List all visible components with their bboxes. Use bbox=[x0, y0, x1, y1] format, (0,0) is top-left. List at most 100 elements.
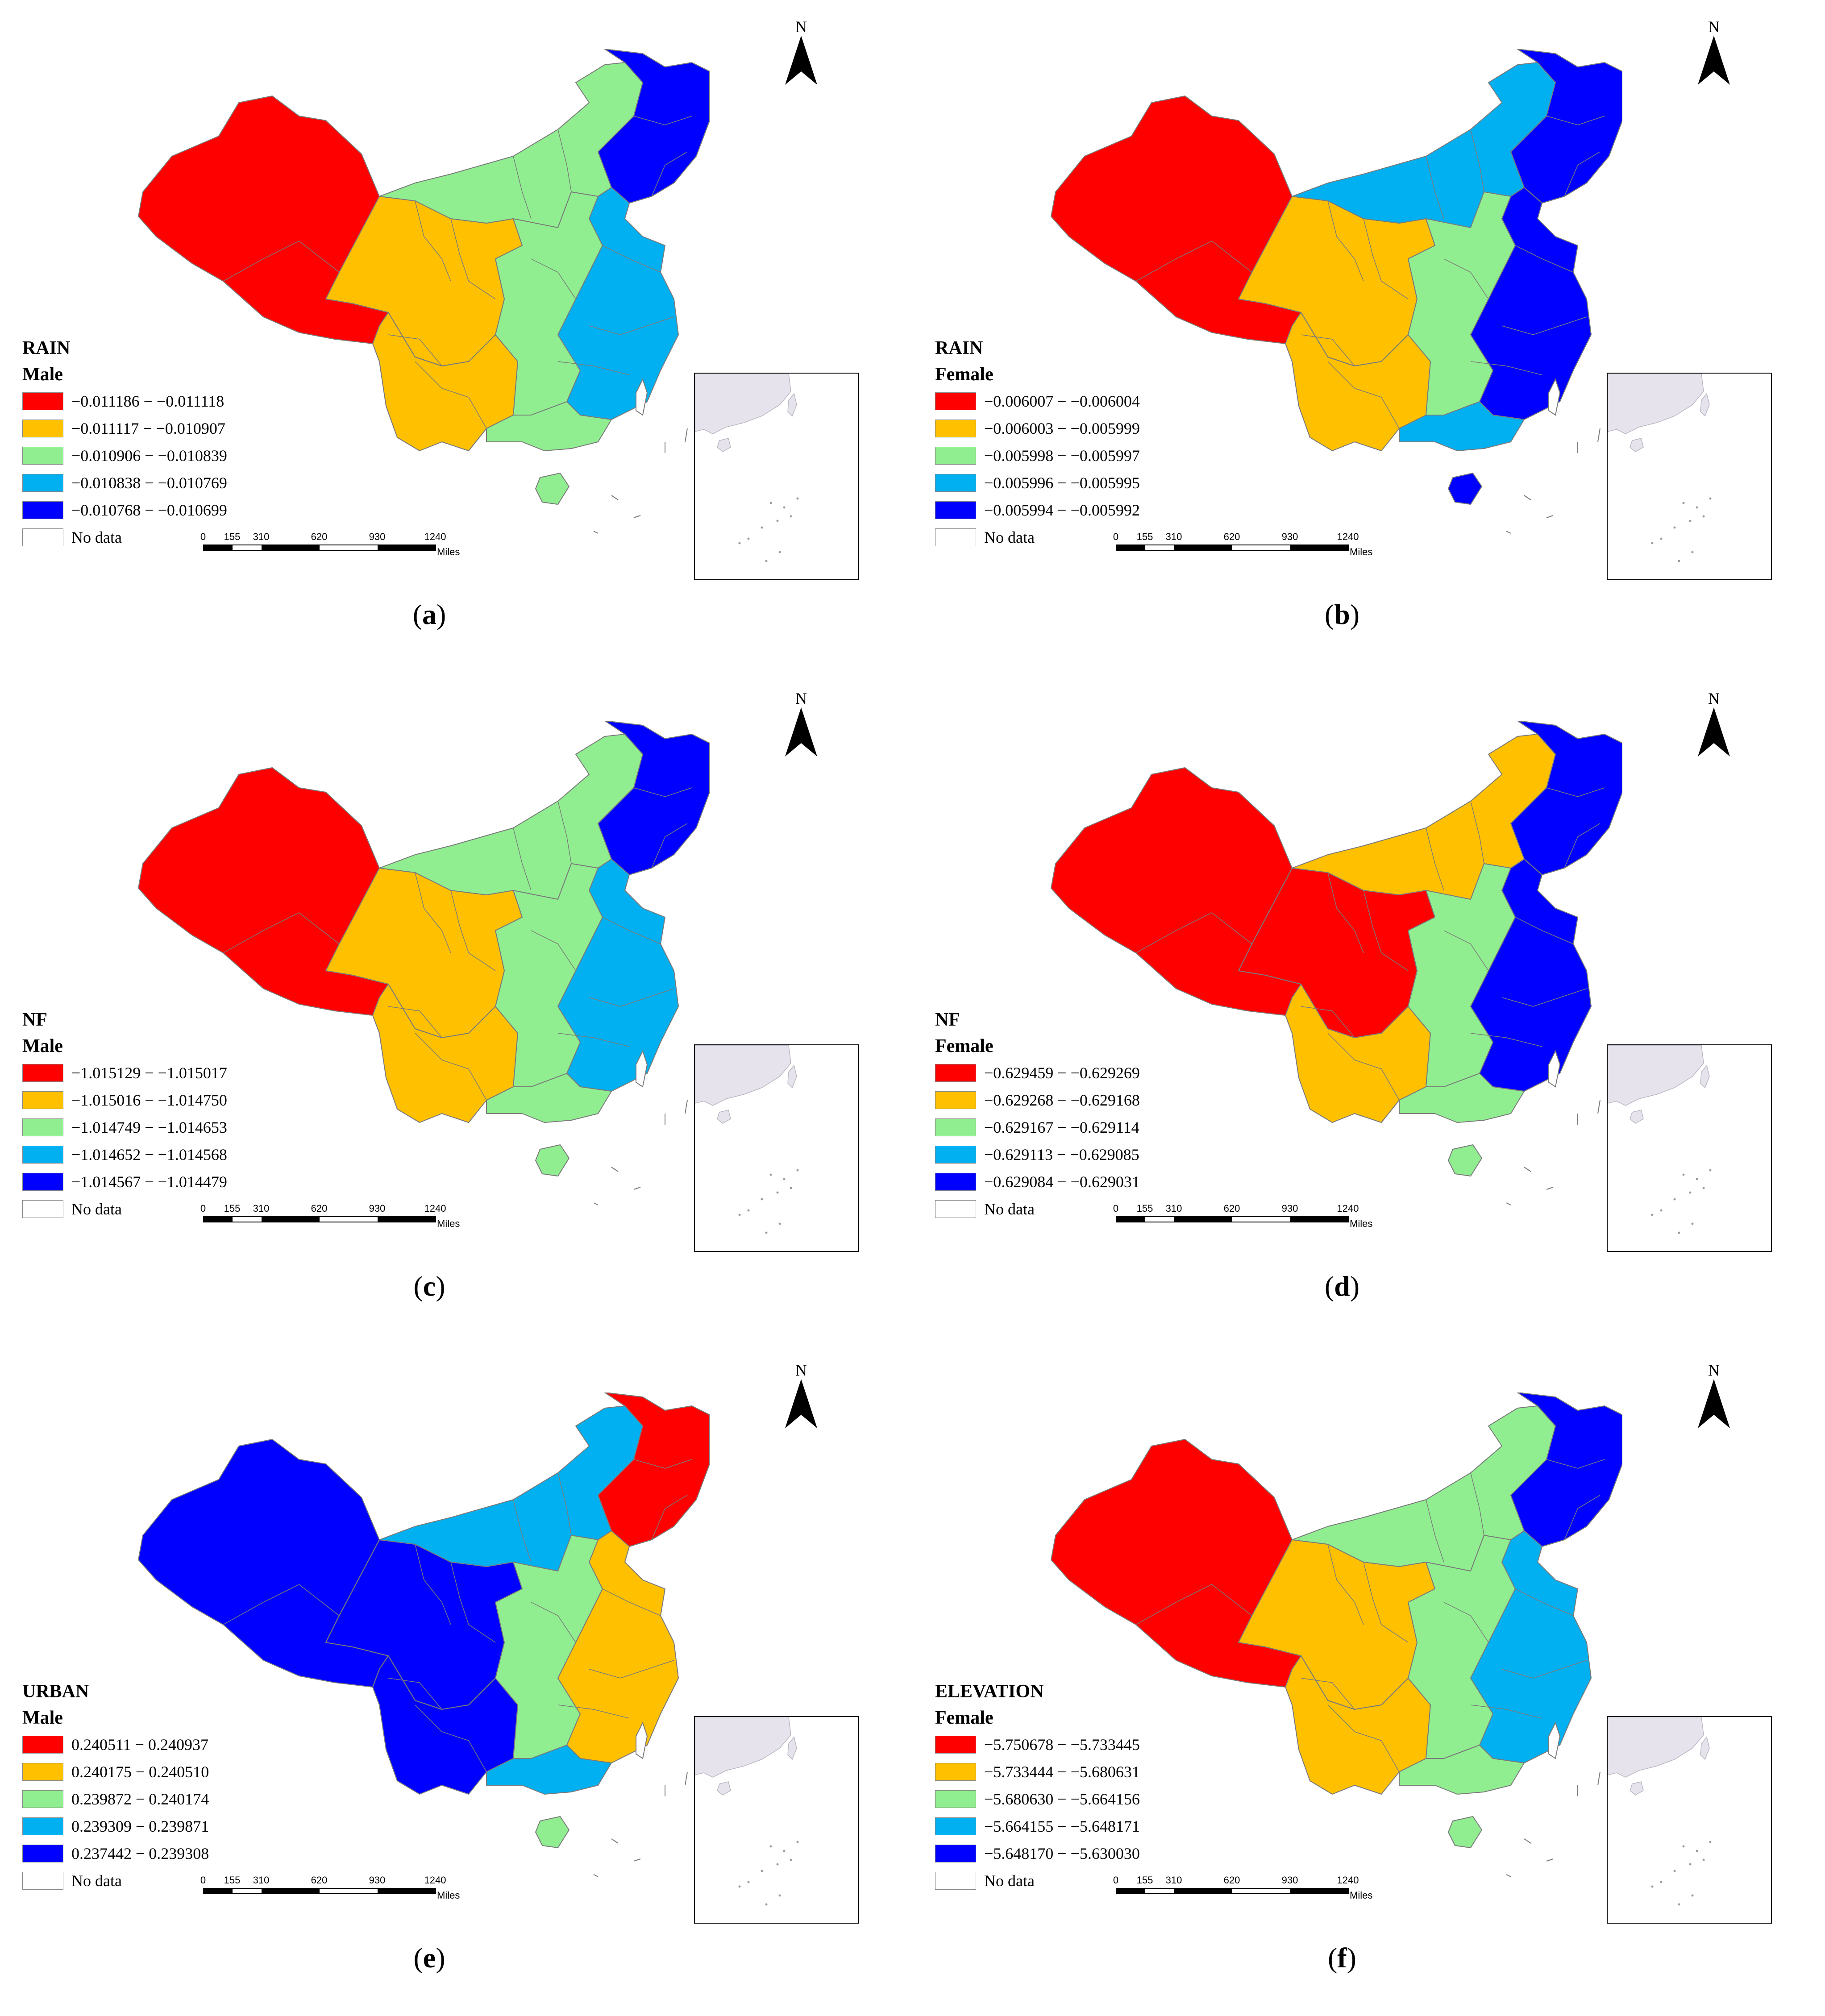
province-boundary bbox=[1470, 1704, 1542, 1719]
region-south bbox=[1399, 1745, 1525, 1795]
north-arrow: N bbox=[1696, 18, 1732, 94]
island-mark bbox=[685, 428, 688, 442]
legend-label: −0.010906 − −0.010839 bbox=[71, 446, 227, 465]
legend-swatch bbox=[22, 528, 63, 546]
legend-class-5: −5.648170 − −5.630030 bbox=[935, 1840, 1140, 1867]
legend-swatch bbox=[935, 446, 976, 465]
legend-label: 0.240511 − 0.240937 bbox=[71, 1735, 208, 1754]
legend-class-2: −5.733444 − −5.680631 bbox=[935, 1758, 1140, 1785]
legend-class-5: −0.629084 − −0.629031 bbox=[935, 1168, 1140, 1195]
south-china-sea-inset bbox=[694, 1716, 859, 1924]
region-northeast bbox=[598, 721, 710, 875]
legend-swatch bbox=[935, 501, 976, 519]
legend-swatch bbox=[935, 1762, 976, 1781]
scale-unit-label: Miles bbox=[1350, 546, 1373, 557]
legend-swatch bbox=[935, 1790, 976, 1808]
scale-tick-label: 1240 bbox=[424, 1203, 446, 1214]
north-label: N bbox=[795, 18, 807, 36]
province-boundary bbox=[415, 1544, 451, 1625]
legend-label: 0.237442 − 0.239308 bbox=[71, 1844, 209, 1862]
scale-bar: 0 155 310 620 930 1240 Miles bbox=[200, 531, 480, 558]
region-east-coast bbox=[557, 1530, 679, 1763]
legend-group-subtitle: Male bbox=[22, 1036, 63, 1056]
legend-label: −0.629167 − −0.629114 bbox=[984, 1118, 1139, 1136]
island-mark bbox=[611, 495, 619, 500]
region-southwest bbox=[1285, 1655, 1431, 1795]
legend-class-1: −0.011186 − −0.011118 bbox=[22, 387, 227, 415]
legend-swatch bbox=[935, 1200, 976, 1218]
legend-label: 0.240175 − 0.240510 bbox=[71, 1762, 209, 1781]
province-boundary bbox=[1426, 827, 1444, 891]
legend-label: −0.011117 − −0.010907 bbox=[71, 419, 225, 437]
legend-label: −0.629268 − −0.629168 bbox=[984, 1091, 1140, 1109]
map-panel-c: N NF Male −1.015129 − −1.015017 −1.015016 − … bbox=[0, 672, 912, 1343]
legend-swatch bbox=[935, 474, 976, 492]
legend-class-3: −0.005998 − −0.005997 bbox=[935, 442, 1140, 469]
island-mark bbox=[1524, 495, 1531, 500]
map-legend: NF Female −0.629459 − −0.629269 −0.629268 −… bbox=[935, 1006, 1140, 1222]
region-hainan bbox=[535, 1816, 570, 1848]
legend-label: −5.664155 − −5.648171 bbox=[984, 1817, 1140, 1835]
province-boundary bbox=[1546, 787, 1605, 797]
panel-caption: (a) bbox=[412, 599, 446, 630]
province-boundary bbox=[1327, 1544, 1364, 1625]
north-arrow-icon bbox=[785, 1379, 817, 1428]
scale-unit-label: Miles bbox=[437, 546, 460, 557]
province-boundary bbox=[223, 1584, 340, 1625]
province-boundary bbox=[589, 316, 674, 335]
island-mark bbox=[1546, 515, 1554, 518]
scale-bar: 0 155 310 620 930 1240 Miles bbox=[1113, 1203, 1393, 1230]
legend-variable-title: NF bbox=[935, 1010, 960, 1030]
legend-class-4: 0.239309 − 0.239871 bbox=[22, 1812, 209, 1840]
scale-tick-label: 0 bbox=[200, 1203, 206, 1214]
map-panel-f: N ELEVATION Female −5.750678 − −5.733445 −5.… bbox=[913, 1343, 1825, 2015]
legend-class-3: −1.014749 − −1.014653 bbox=[22, 1114, 227, 1141]
legend-variable-title: ELEVATION bbox=[935, 1681, 1044, 1702]
province-boundary bbox=[557, 1704, 630, 1719]
region-east-coast bbox=[1470, 859, 1592, 1092]
taiwan-outline bbox=[636, 1050, 648, 1088]
province-boundary bbox=[388, 334, 442, 366]
region-hainan bbox=[1448, 1816, 1482, 1848]
taiwan-outline bbox=[636, 378, 648, 416]
province-boundary bbox=[1363, 890, 1409, 971]
scale-bar: 0 155 310 620 930 1240 Miles bbox=[200, 1875, 480, 1901]
legend-label: −0.629459 − −0.629269 bbox=[984, 1064, 1140, 1082]
legend-class-2: −1.015016 − −1.014750 bbox=[22, 1086, 227, 1114]
map-panel-a: N RAIN Male −0.011186 − −0.011118 −0.011117 … bbox=[0, 0, 912, 672]
scale-tick-label: 1240 bbox=[1337, 531, 1359, 542]
legend-swatch bbox=[935, 1064, 976, 1082]
island-mark bbox=[1524, 1167, 1531, 1172]
province-boundary bbox=[513, 156, 532, 219]
legend-swatch bbox=[935, 1118, 976, 1136]
legend-label: −0.005998 − −0.005997 bbox=[984, 446, 1140, 465]
province-boundary bbox=[450, 218, 496, 299]
map-panel-b: N RAIN Female −0.006007 − −0.006004 −0.00600… bbox=[913, 0, 1825, 672]
legend-class-3: −0.010906 − −0.010839 bbox=[22, 442, 227, 469]
legend-group-subtitle: Female bbox=[935, 364, 994, 385]
province-boundary bbox=[1327, 200, 1364, 282]
province-boundary bbox=[1546, 116, 1605, 125]
legend-label: 0.239872 − 0.240174 bbox=[71, 1790, 209, 1808]
island-mark bbox=[1524, 1838, 1531, 1844]
province-boundary bbox=[1443, 1602, 1489, 1643]
legend-swatch bbox=[935, 1145, 976, 1164]
legend-swatch bbox=[22, 1817, 63, 1835]
province-boundary bbox=[450, 890, 496, 971]
island-mark bbox=[1597, 1100, 1601, 1114]
scale-tick-label: 620 bbox=[311, 1875, 328, 1886]
legend-class-5: −1.014567 − −1.014479 bbox=[22, 1168, 227, 1195]
region-south bbox=[486, 1745, 612, 1795]
legend-group-subtitle: Male bbox=[22, 364, 63, 385]
scale-tick-label: 930 bbox=[1281, 1203, 1298, 1214]
province-boundary bbox=[1470, 1033, 1542, 1047]
scale-tick-label: 155 bbox=[224, 531, 241, 542]
north-arrow-icon bbox=[1698, 707, 1730, 757]
scale-tick-label: 1240 bbox=[1337, 1203, 1359, 1214]
legend-variable-title: RAIN bbox=[22, 338, 71, 358]
island-mark bbox=[1506, 1874, 1511, 1877]
province-boundary bbox=[415, 361, 487, 429]
region-northeast bbox=[598, 49, 710, 204]
legend-label: −0.629084 − −0.629031 bbox=[984, 1172, 1140, 1191]
province-boundary bbox=[1501, 988, 1587, 1007]
